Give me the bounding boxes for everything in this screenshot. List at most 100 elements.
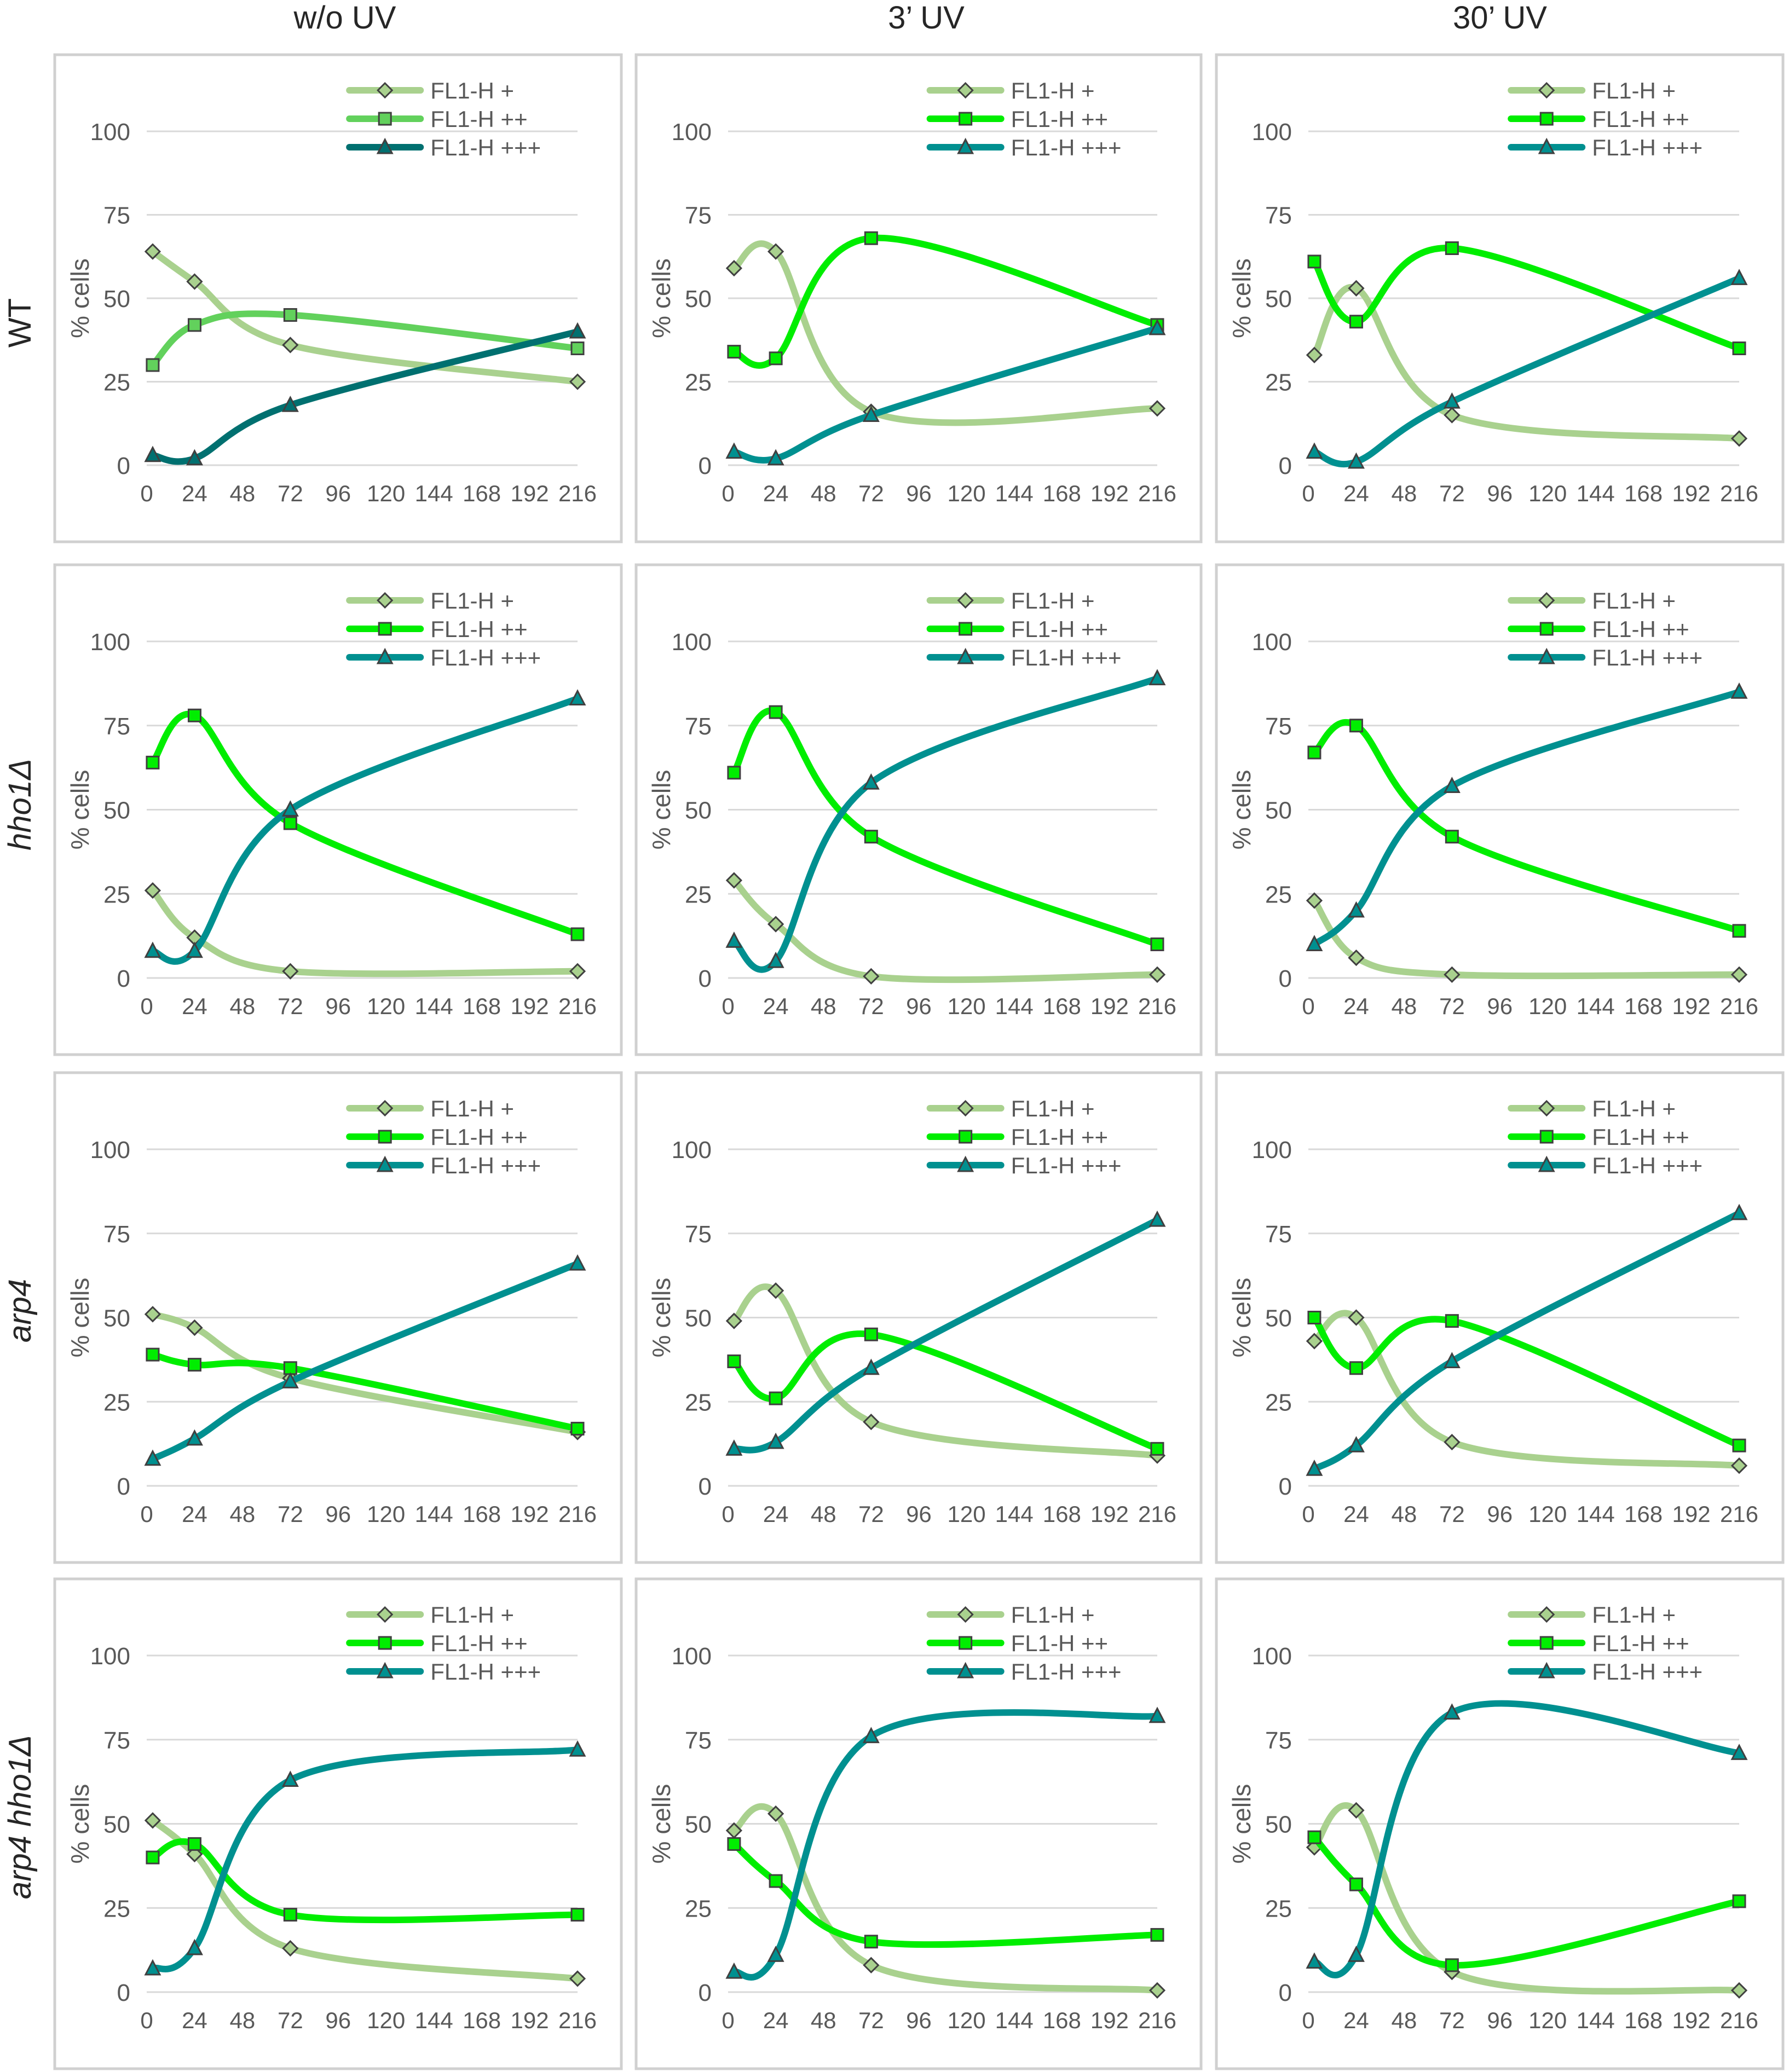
chart-panel-1-1: 0 25 50 75 100 0 24 48 72 96 120 144 168 192 216 % cell… xyxy=(53,53,623,543)
y-tick-label: 100 xyxy=(672,119,712,146)
x-tick-label: 168 xyxy=(1624,1501,1663,1527)
x-tick-label: 192 xyxy=(1672,2007,1711,2033)
series-line-plus3 xyxy=(730,675,1161,973)
y-tick-label: 25 xyxy=(1265,881,1292,908)
legend-marker-plus2 xyxy=(959,1636,973,1650)
legend-label-plus: FL1-H + xyxy=(1011,1602,1095,1628)
data-point-plus3 xyxy=(1443,392,1461,409)
data-point-plus xyxy=(144,1306,161,1323)
legend-label-plus: FL1-H + xyxy=(1592,1602,1676,1628)
legend-marker-plus2 xyxy=(378,1130,392,1144)
legend-label-plus3: FL1-H +++ xyxy=(1011,645,1122,670)
y-axis-label: % cells xyxy=(1227,770,1256,850)
legend-marker-plus xyxy=(1538,82,1555,99)
data-point-plus3 xyxy=(1347,452,1365,469)
data-point-plus xyxy=(767,1282,784,1299)
data-point-plus xyxy=(725,259,743,277)
x-tick-label: 216 xyxy=(1720,2007,1758,2033)
data-point-plus3 xyxy=(1347,1946,1365,1962)
x-tick-label: 96 xyxy=(325,481,351,506)
x-tick-label: 48 xyxy=(811,481,836,506)
y-tick-label: 75 xyxy=(685,202,712,229)
data-point-plus3 xyxy=(1730,1744,1748,1760)
x-tick-label: 96 xyxy=(1487,993,1513,1019)
legend-label-plus2: FL1-H ++ xyxy=(430,616,527,642)
x-tick-label: 216 xyxy=(1138,2007,1176,2033)
x-tick-label: 48 xyxy=(1392,481,1417,506)
y-axis-label: % cells xyxy=(647,770,676,850)
series-line-plus xyxy=(730,877,1161,983)
legend-label-plus3: FL1-H +++ xyxy=(430,1153,541,1178)
legend-marker-plus3 xyxy=(1538,1155,1555,1172)
data-point-plus2 xyxy=(187,1837,201,1851)
series-line-plus xyxy=(1311,1802,1742,1995)
y-tick-label: 0 xyxy=(1279,1980,1292,2006)
x-tick-label: 120 xyxy=(948,481,986,506)
data-point-plus3 xyxy=(569,322,586,339)
x-tick-label: 120 xyxy=(948,1501,986,1527)
x-tick-label: 144 xyxy=(995,1501,1034,1527)
y-axis-label: % cells xyxy=(1227,1278,1256,1358)
x-tick-label: 144 xyxy=(415,1501,453,1527)
x-tick-label: 24 xyxy=(763,2007,789,2033)
data-point-plus2 xyxy=(187,1358,201,1372)
data-point-plus3 xyxy=(1149,319,1166,335)
data-point-plus3 xyxy=(862,406,880,422)
x-tick-label: 120 xyxy=(948,993,986,1019)
x-tick-label: 120 xyxy=(367,1501,405,1527)
legend-marker-plus3 xyxy=(957,137,974,154)
data-point-plus xyxy=(144,882,161,899)
x-tick-label: 72 xyxy=(278,2007,303,2033)
y-tick-label: 75 xyxy=(103,713,130,740)
series-line-plus3 xyxy=(149,1746,581,1972)
y-tick-label: 50 xyxy=(103,286,130,312)
x-tick-label: 192 xyxy=(511,993,549,1019)
x-tick-label: 0 xyxy=(1302,1501,1314,1527)
legend-marker-plus3 xyxy=(376,137,394,154)
x-tick-label: 120 xyxy=(367,993,405,1019)
series-line-plus3 xyxy=(1311,1700,1742,1978)
data-point-plus xyxy=(767,1805,784,1822)
x-tick-label: 144 xyxy=(415,2007,453,2033)
chart-panels: 0 25 50 75 100 0 24 48 72 96 120 144 168 192 216 % cell… xyxy=(53,53,1785,2070)
data-point-plus3 xyxy=(281,1372,299,1388)
series-line-plus2 xyxy=(1311,719,1742,934)
y-tick-label: 0 xyxy=(699,965,712,992)
data-point-plus3 xyxy=(1443,1703,1461,1720)
x-tick-label: 0 xyxy=(722,2007,734,2033)
y-tick-label: 100 xyxy=(672,1643,712,1670)
x-tick-label: 192 xyxy=(1672,481,1711,506)
data-point-plus xyxy=(863,1414,880,1431)
x-tick-label: 120 xyxy=(367,2007,405,2033)
legend-label-plus2: FL1-H ++ xyxy=(430,1630,527,1656)
y-tick-label: 25 xyxy=(1265,369,1292,396)
legend-label-plus3: FL1-H +++ xyxy=(1011,135,1122,160)
x-tick-label: 144 xyxy=(995,2007,1034,2033)
data-point-plus2 xyxy=(1445,1958,1459,1972)
x-tick-label: 48 xyxy=(811,2007,836,2033)
x-tick-label: 216 xyxy=(1720,1501,1758,1527)
row-header-wt: WT xyxy=(2,298,38,348)
y-tick-label: 50 xyxy=(1265,1811,1292,1838)
x-tick-label: 168 xyxy=(463,1501,501,1527)
series-line-plus xyxy=(149,887,581,977)
y-tick-label: 0 xyxy=(699,453,712,479)
data-point-plus2 xyxy=(1150,937,1164,951)
data-point-plus2 xyxy=(283,1908,297,1922)
x-tick-label: 24 xyxy=(182,1501,207,1527)
x-tick-label: 96 xyxy=(1487,2007,1513,2033)
legend-label-plus3: FL1-H +++ xyxy=(1592,135,1703,160)
x-tick-label: 48 xyxy=(1392,1501,1417,1527)
legend-label-plus2: FL1-H ++ xyxy=(1011,106,1108,132)
x-tick-label: 120 xyxy=(1528,993,1567,1019)
data-point-plus xyxy=(1730,1457,1748,1474)
x-tick-label: 120 xyxy=(1528,481,1567,506)
data-point-plus2 xyxy=(1445,830,1459,844)
data-point-plus2 xyxy=(769,351,783,366)
data-point-plus3 xyxy=(281,1770,299,1787)
data-point-plus xyxy=(1348,1309,1365,1326)
y-tick-label: 50 xyxy=(1265,1305,1292,1332)
series-line-plus2 xyxy=(149,710,581,937)
data-point-plus xyxy=(144,1812,161,1829)
data-point-plus3 xyxy=(144,1449,161,1466)
